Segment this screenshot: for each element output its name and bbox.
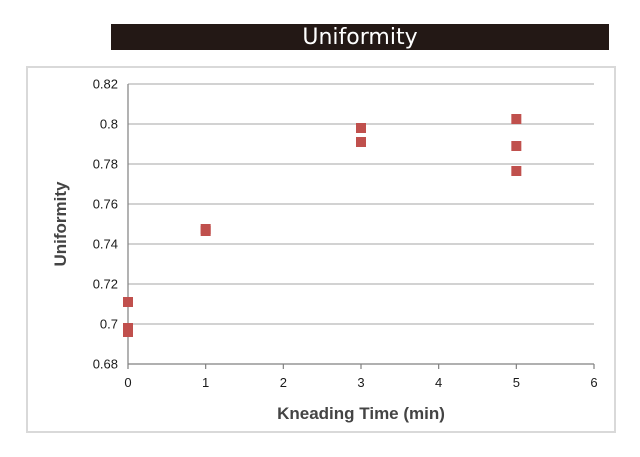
data-point <box>123 297 133 307</box>
data-point <box>123 327 133 337</box>
y-tick-label: 0.72 <box>93 277 118 292</box>
y-tick-labels: 0.68 0.7 0.72 0.74 0.76 0.78 0.8 0.82 <box>93 77 118 372</box>
x-tick-label: 3 <box>357 375 364 390</box>
y-tick-label: 0.8 <box>100 117 118 132</box>
axes <box>127 84 595 369</box>
x-tick-labels: 0 1 2 3 4 5 6 <box>124 375 597 390</box>
data-points <box>123 114 522 337</box>
y-tick-label: 0.78 <box>93 157 118 172</box>
data-point <box>511 166 522 176</box>
x-tick-label: 2 <box>280 375 287 390</box>
data-point <box>511 114 522 124</box>
x-tick-label: 1 <box>202 375 209 390</box>
y-tick-label: 0.68 <box>93 357 118 372</box>
chart-title-banner: Uniformity <box>111 24 609 50</box>
y-tick-label: 0.76 <box>93 197 118 212</box>
data-point <box>356 137 366 147</box>
x-tick-label: 4 <box>435 375 442 390</box>
data-point <box>200 226 211 236</box>
y-tick-label: 0.82 <box>93 77 118 92</box>
data-point <box>511 141 522 151</box>
x-tick-label: 6 <box>590 375 597 390</box>
y-axis-title: Uniformity <box>51 181 70 267</box>
x-axis-title: Kneading Time (min) <box>277 404 445 423</box>
gridlines <box>128 83 594 325</box>
y-tick-label: 0.74 <box>93 237 118 252</box>
x-tick-label: 5 <box>513 375 520 390</box>
y-tick-label: 0.7 <box>100 317 118 332</box>
x-tick-label: 0 <box>124 375 131 390</box>
data-point <box>356 123 366 133</box>
chart-frame <box>26 66 616 433</box>
chart-title: Uniformity <box>302 25 418 50</box>
